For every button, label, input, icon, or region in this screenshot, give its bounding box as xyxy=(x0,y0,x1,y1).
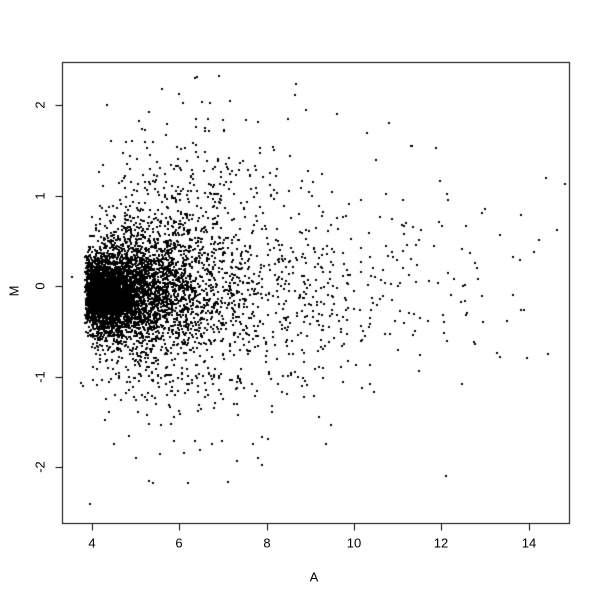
x-tick-label: 8 xyxy=(263,535,271,551)
y-tick-label: 2 xyxy=(32,101,48,109)
y-axis-label: M xyxy=(6,285,22,297)
y-tick-label: 1 xyxy=(32,192,48,200)
x-tick-label: 12 xyxy=(433,535,449,551)
y-tick-label: -2 xyxy=(32,461,48,473)
y-tick-label: -1 xyxy=(32,371,48,383)
y-tick-label: 0 xyxy=(32,282,48,290)
x-tick-label: 14 xyxy=(521,535,537,551)
x-axis-label: A xyxy=(309,569,319,585)
x-tick-label: 4 xyxy=(88,535,96,551)
x-tick-label: 10 xyxy=(346,535,362,551)
x-tick-label: 6 xyxy=(175,535,183,551)
